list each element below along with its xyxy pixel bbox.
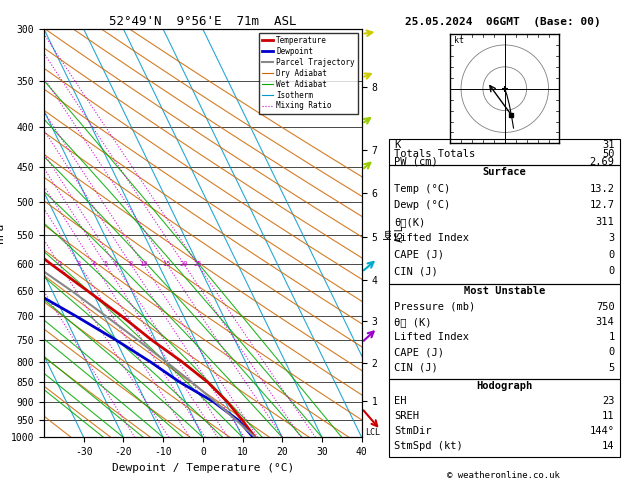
Text: CAPE (J): CAPE (J) [394, 347, 443, 357]
Text: 25: 25 [193, 261, 202, 267]
Text: kt: kt [455, 36, 464, 45]
Text: 11: 11 [602, 411, 615, 421]
Text: StmSpd (kt): StmSpd (kt) [394, 441, 462, 451]
Text: CAPE (J): CAPE (J) [394, 250, 443, 260]
Text: 314: 314 [596, 317, 615, 327]
Text: 0: 0 [608, 266, 615, 277]
Text: 6: 6 [113, 261, 117, 267]
Text: Hodograph: Hodograph [476, 381, 532, 391]
Text: Dewp (°C): Dewp (°C) [394, 200, 450, 210]
Text: 14: 14 [602, 441, 615, 451]
Text: 4: 4 [92, 261, 96, 267]
Text: CIN (J): CIN (J) [394, 363, 438, 373]
Text: 13.2: 13.2 [589, 184, 615, 194]
Text: EH: EH [394, 396, 406, 406]
X-axis label: Dewpoint / Temperature (°C): Dewpoint / Temperature (°C) [112, 463, 294, 473]
Text: 15: 15 [162, 261, 171, 267]
Text: Totals Totals: Totals Totals [394, 149, 475, 158]
Text: 144°: 144° [589, 426, 615, 436]
Text: Most Unstable: Most Unstable [464, 286, 545, 296]
Y-axis label: km
ASL: km ASL [383, 225, 404, 242]
Text: StmDir: StmDir [394, 426, 431, 436]
Text: 8: 8 [129, 261, 133, 267]
Legend: Temperature, Dewpoint, Parcel Trajectory, Dry Adiabat, Wet Adiabat, Isotherm, Mi: Temperature, Dewpoint, Parcel Trajectory… [259, 33, 358, 114]
Text: 0: 0 [608, 250, 615, 260]
Y-axis label: hPa: hPa [0, 223, 5, 243]
Text: Temp (°C): Temp (°C) [394, 184, 450, 194]
Text: 3: 3 [77, 261, 81, 267]
Text: SREH: SREH [394, 411, 419, 421]
Text: PW (cm): PW (cm) [394, 156, 438, 167]
Text: 311: 311 [596, 217, 615, 227]
Text: 23: 23 [602, 396, 615, 406]
Text: 750: 750 [596, 301, 615, 312]
Text: 50: 50 [602, 149, 615, 158]
Text: Lifted Index: Lifted Index [394, 233, 469, 243]
Text: CIN (J): CIN (J) [394, 266, 438, 277]
Text: K: K [394, 140, 400, 151]
Text: 25.05.2024  06GMT  (Base: 00): 25.05.2024 06GMT (Base: 00) [405, 17, 601, 27]
Text: 10: 10 [139, 261, 148, 267]
Text: Pressure (mb): Pressure (mb) [394, 301, 475, 312]
Text: 2: 2 [57, 261, 62, 267]
Text: 5: 5 [103, 261, 108, 267]
Text: 2.69: 2.69 [589, 156, 615, 167]
Text: 5: 5 [608, 363, 615, 373]
Text: 0: 0 [608, 347, 615, 357]
Text: 1: 1 [608, 332, 615, 342]
Text: 31: 31 [602, 140, 615, 151]
Text: © weatheronline.co.uk: © weatheronline.co.uk [447, 471, 560, 480]
Text: LCL: LCL [365, 428, 380, 437]
Title: 52°49'N  9°56'E  71m  ASL: 52°49'N 9°56'E 71m ASL [109, 15, 297, 28]
Text: θᴇ (K): θᴇ (K) [394, 317, 431, 327]
Text: 3: 3 [608, 233, 615, 243]
Text: Lifted Index: Lifted Index [394, 332, 469, 342]
Text: 20: 20 [180, 261, 188, 267]
Text: 12.7: 12.7 [589, 200, 615, 210]
Text: θᴇ(K): θᴇ(K) [394, 217, 425, 227]
Text: Surface: Surface [482, 167, 526, 177]
